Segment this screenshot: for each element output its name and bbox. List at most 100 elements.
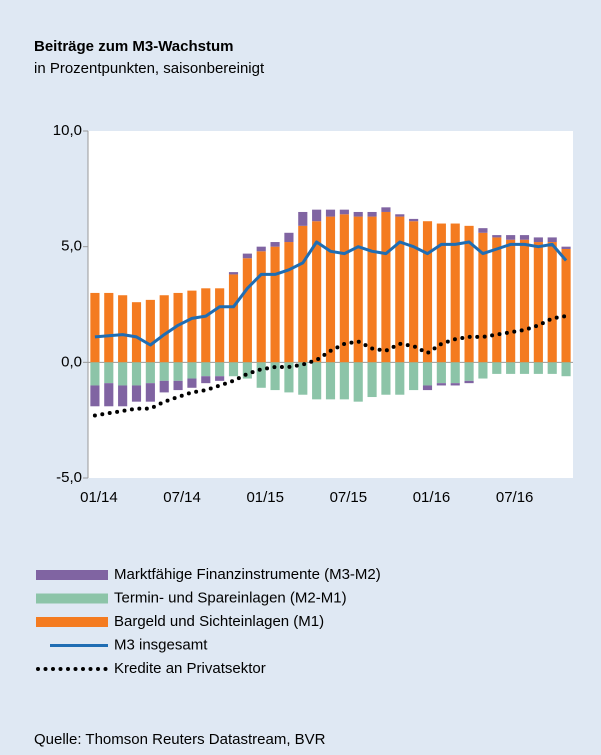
bar bbox=[464, 362, 474, 381]
bar bbox=[450, 383, 460, 386]
bar bbox=[131, 302, 142, 363]
bar bbox=[159, 295, 169, 363]
bar bbox=[270, 246, 280, 363]
bar bbox=[173, 380, 183, 391]
bar bbox=[409, 218, 419, 222]
bar bbox=[422, 362, 433, 386]
bar bbox=[547, 237, 557, 243]
x-tick-label: 07/15 bbox=[330, 489, 368, 506]
bar bbox=[131, 362, 142, 386]
bar bbox=[228, 362, 239, 377]
y-tick-label: 10,0 bbox=[53, 122, 82, 139]
bar bbox=[409, 362, 419, 391]
bar bbox=[422, 221, 433, 363]
bar bbox=[242, 258, 252, 363]
bar bbox=[353, 211, 363, 217]
bar bbox=[339, 209, 349, 215]
bar bbox=[436, 223, 446, 363]
bar bbox=[478, 228, 488, 233]
bar bbox=[381, 211, 391, 363]
line bbox=[92, 314, 569, 418]
bar bbox=[506, 235, 516, 240]
bar bbox=[561, 248, 571, 363]
bar bbox=[284, 242, 294, 363]
bar bbox=[312, 362, 322, 400]
bar bbox=[228, 274, 239, 363]
bar bbox=[90, 362, 100, 386]
bar bbox=[409, 221, 419, 363]
bar bbox=[325, 362, 336, 400]
bar bbox=[561, 246, 571, 249]
bar bbox=[533, 242, 543, 363]
bar bbox=[104, 383, 114, 407]
bar bbox=[353, 216, 363, 363]
bar bbox=[450, 223, 460, 363]
legend-label: M3 insgesamt bbox=[114, 636, 208, 653]
bar bbox=[242, 253, 252, 259]
chart-title: Beiträge zum M3-Wachstum bbox=[34, 38, 233, 55]
bar bbox=[131, 385, 142, 402]
x-tick-label: 01/14 bbox=[80, 489, 118, 506]
bar bbox=[492, 362, 502, 374]
bar bbox=[201, 376, 211, 384]
bar bbox=[256, 251, 266, 363]
bar bbox=[173, 362, 183, 381]
bar bbox=[436, 383, 446, 386]
bar bbox=[381, 207, 391, 212]
legend-label: Kredite an Privatsektor bbox=[114, 660, 266, 677]
bar bbox=[395, 216, 405, 363]
bar bbox=[159, 362, 169, 381]
chart-subtitle: in Prozentpunkten, saisonbereinigt bbox=[34, 60, 265, 77]
bar bbox=[242, 362, 252, 379]
bar bbox=[145, 362, 155, 384]
bar bbox=[215, 376, 225, 381]
x-tick-label: 01/16 bbox=[413, 489, 451, 506]
bar bbox=[145, 299, 155, 363]
bar bbox=[104, 292, 114, 363]
legend-label: Marktfähige Finanzinstrumente (M3-M2) bbox=[114, 566, 381, 583]
bar bbox=[519, 362, 530, 374]
bar bbox=[228, 272, 239, 275]
bar bbox=[118, 362, 128, 386]
bar bbox=[367, 211, 377, 217]
bar bbox=[270, 242, 280, 247]
bar bbox=[506, 362, 516, 374]
x-tick-label: 01/15 bbox=[246, 489, 284, 506]
bar bbox=[395, 214, 405, 217]
bar bbox=[298, 211, 308, 226]
y-tick-label: 5,0 bbox=[61, 238, 82, 255]
x-tick-label: 07/14 bbox=[163, 489, 201, 506]
bar bbox=[519, 239, 530, 363]
legend-label: Bargeld und Sichteinlagen (M1) bbox=[114, 613, 324, 630]
legend-swatch bbox=[36, 593, 108, 604]
y-tick-label: -5,0 bbox=[56, 469, 82, 486]
bar bbox=[492, 237, 502, 363]
bar bbox=[381, 362, 391, 395]
bar bbox=[339, 362, 349, 400]
bar bbox=[339, 214, 349, 363]
bar bbox=[464, 225, 474, 363]
bar bbox=[478, 362, 488, 379]
legend-label: Termin- und Spareinlagen (M2-M1) bbox=[114, 589, 347, 606]
bar bbox=[118, 295, 128, 363]
bar bbox=[256, 246, 266, 252]
bar bbox=[325, 216, 336, 363]
bar bbox=[478, 232, 488, 363]
bar bbox=[104, 362, 114, 384]
bar bbox=[533, 237, 543, 243]
bar bbox=[284, 362, 294, 393]
bar bbox=[215, 288, 225, 363]
bar bbox=[187, 290, 197, 363]
bar bbox=[173, 292, 183, 363]
bar bbox=[159, 380, 169, 393]
bar bbox=[395, 362, 405, 395]
bar bbox=[519, 235, 530, 240]
source: Quelle: Thomson Reuters Datastream, BVR bbox=[34, 731, 326, 748]
bar bbox=[492, 235, 502, 238]
bar bbox=[450, 362, 460, 384]
bar bbox=[312, 221, 322, 363]
bar bbox=[201, 362, 211, 377]
legend-swatch bbox=[36, 570, 108, 580]
bar bbox=[506, 239, 516, 363]
